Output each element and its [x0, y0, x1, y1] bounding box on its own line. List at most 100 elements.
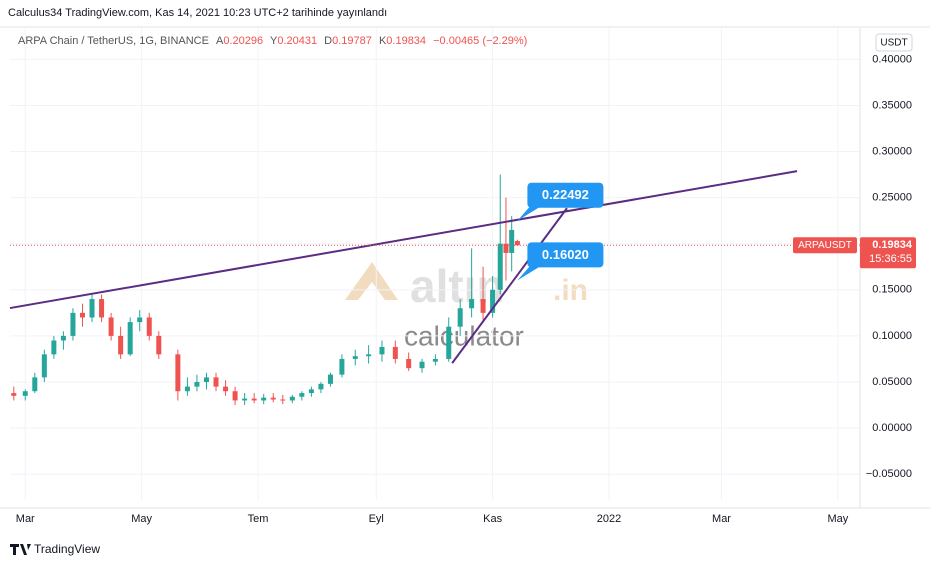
- countdown: 15:36:55: [869, 253, 912, 265]
- watermark-suffix: .in: [553, 274, 588, 307]
- candle-body: [469, 299, 475, 309]
- candle-body: [514, 240, 520, 246]
- y-tick-label: 0.35000: [872, 99, 912, 111]
- y-tick-label: 0.30000: [872, 145, 912, 157]
- candle-body: [261, 397, 267, 401]
- candle-body: [60, 335, 66, 341]
- currency-label: USDT: [880, 38, 907, 49]
- candle-body: [280, 399, 286, 401]
- candle-body: [490, 289, 496, 313]
- candle-body: [432, 358, 438, 362]
- x-tick-label: May: [131, 513, 152, 525]
- candle-body: [22, 391, 28, 396]
- price-label: 0.19834: [872, 239, 913, 251]
- ohlc-prefix: K: [378, 35, 387, 47]
- x-tick-label: Kas: [483, 513, 502, 525]
- callout-box: [527, 182, 604, 208]
- candle-body: [379, 346, 385, 355]
- y-tick-label: 0.05000: [872, 376, 912, 388]
- candle-body: [223, 386, 229, 392]
- candle-body: [366, 354, 372, 357]
- candle-body: [156, 335, 162, 355]
- change: −0.00465 (−2.29%): [433, 35, 528, 47]
- candle-body: [127, 322, 133, 355]
- candle-body: [308, 389, 314, 394]
- publisher-note: Calculus34 TradingView.com, Kas 14, 2021…: [8, 7, 388, 19]
- candle-body: [251, 398, 257, 401]
- currency-button[interactable]: [875, 33, 913, 52]
- symbol-label-box: [793, 237, 857, 254]
- y-tick-label: 0.00000: [872, 422, 912, 434]
- footer-text: TradingView: [34, 542, 100, 556]
- candle-body: [242, 398, 248, 401]
- candle-body: [480, 299, 486, 313]
- candle-body: [419, 361, 425, 369]
- trend-line: [9, 170, 798, 310]
- watermark-logo: [345, 262, 398, 300]
- footer-logo: [10, 544, 31, 555]
- candle-body: [32, 377, 38, 392]
- callout-box: [527, 242, 604, 268]
- x-tick-label: May: [827, 513, 848, 525]
- candle-body: [203, 377, 209, 382]
- candle-body: [175, 354, 181, 392]
- candle-body: [99, 299, 105, 318]
- y-tick-label: −0.05000: [866, 468, 912, 480]
- callout-label: 0.16020: [542, 247, 589, 262]
- ohlc-prefix: Y: [269, 35, 278, 47]
- candle-body: [289, 396, 295, 401]
- x-tick-label: Mar: [16, 513, 35, 525]
- x-tick-label: Eyl: [369, 513, 384, 525]
- candle-body: [51, 340, 57, 355]
- candle-body: [70, 312, 76, 336]
- candle-body: [137, 317, 143, 323]
- candle-body: [457, 308, 463, 327]
- candle-body: [406, 358, 412, 369]
- y-tick-label: 0.40000: [872, 53, 912, 65]
- candle-body: [89, 299, 95, 318]
- candle-body: [503, 243, 509, 253]
- ohlc-value: 0.20296: [223, 35, 264, 47]
- candle-body: [108, 317, 114, 336]
- chart-title: ARPA Chain / TetherUS, 1G, BINANCE: [18, 35, 209, 47]
- candle-body: [232, 391, 238, 401]
- y-tick-label: 0.15000: [872, 284, 912, 296]
- candle-body: [299, 393, 305, 397]
- candle-body: [352, 356, 358, 359]
- ohlc-prefix: A: [216, 35, 224, 47]
- price-label-box: [860, 237, 916, 269]
- x-tick-label: 2022: [597, 513, 621, 525]
- watermark-brand: altın: [410, 260, 505, 312]
- legend: ARPA Chain / TetherUS, 1G, BINANCE A0.20…: [18, 35, 531, 47]
- candle-body: [327, 374, 333, 384]
- callout-pointer: [517, 204, 544, 221]
- candle-body: [41, 354, 47, 378]
- candle-body: [213, 377, 219, 387]
- candle-body: [497, 243, 503, 290]
- y-tick-label: 0.10000: [872, 330, 912, 342]
- candle-body: [146, 317, 152, 336]
- ohlc-value: 0.19787: [332, 35, 372, 47]
- candle-body: [509, 229, 515, 253]
- x-tick-label: Mar: [712, 513, 731, 525]
- candle-body: [446, 326, 452, 359]
- ohlc-prefix: D: [324, 35, 333, 47]
- candle-body: [118, 335, 124, 355]
- x-tick-label: Tem: [248, 513, 269, 525]
- ohlc-value: 0.19834: [386, 35, 427, 47]
- ohlc-value: 0.20431: [277, 35, 318, 47]
- callout-pointer: [517, 264, 544, 281]
- symbol-label: ARPAUSDT: [798, 240, 852, 251]
- candle-body: [79, 312, 85, 318]
- candle-body: [184, 386, 190, 392]
- candle-body: [339, 358, 345, 375]
- candle-body: [194, 382, 200, 387]
- candle-body: [11, 393, 17, 396]
- candle-body: [318, 383, 324, 390]
- candle-body: [270, 397, 276, 400]
- callout-label: 0.22492: [542, 187, 589, 202]
- trend-line: [451, 207, 568, 364]
